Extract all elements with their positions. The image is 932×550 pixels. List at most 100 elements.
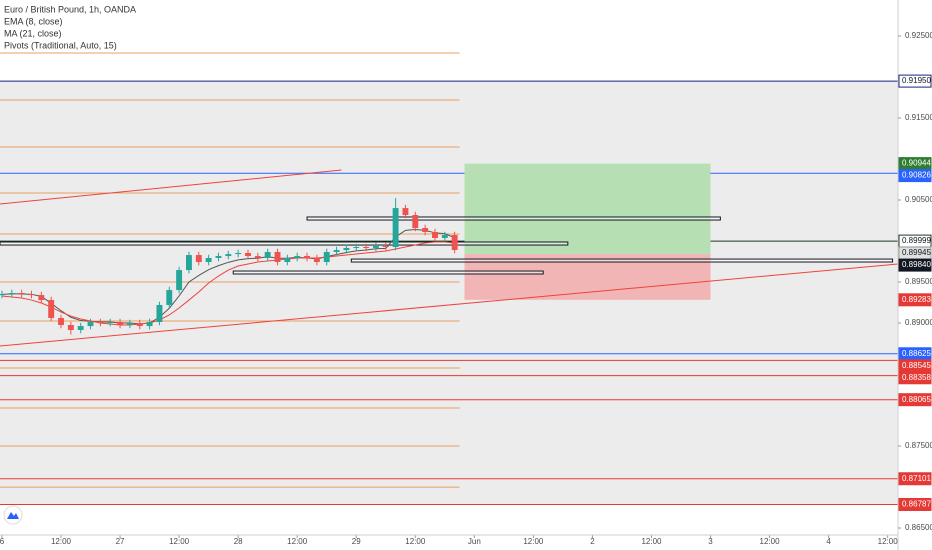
candle-body: [254, 256, 261, 258]
y-tick-label: 0.89000: [905, 318, 932, 327]
x-tick-label: 29: [352, 537, 361, 546]
tradingview-logo: [3, 505, 23, 525]
x-tick-label: 12:00: [760, 537, 781, 546]
x-tick-label: 3: [708, 537, 713, 546]
level-label: 0.91950: [902, 76, 931, 85]
candle-body: [48, 300, 55, 319]
y-tick-label: 0.91500: [905, 113, 932, 122]
x-tick-label: 12:00: [169, 537, 190, 546]
x-tick-label: 27: [116, 537, 125, 546]
level-label: 0.86787: [902, 500, 931, 509]
y-tick-label: 0.87500: [905, 441, 932, 450]
candle-body: [343, 247, 350, 251]
level-label: 0.90826: [902, 171, 931, 180]
level-label-box: [898, 293, 932, 307]
level-label: 0.90944: [902, 159, 931, 168]
candle-body: [313, 257, 320, 263]
candle-body: [215, 256, 222, 258]
candle-body: [176, 270, 183, 291]
level-label-box: [898, 393, 932, 407]
candle-body: [107, 322, 114, 324]
candle-body: [294, 256, 301, 258]
candle-body: [195, 255, 202, 263]
candle-body: [274, 252, 281, 263]
zone: [306, 216, 721, 221]
candle-body: [156, 304, 163, 323]
candle-body: [412, 215, 419, 228]
candle-body: [0, 293, 5, 296]
x-tick-label: 28: [234, 537, 243, 546]
chart-title: Euro / British Pound, 1h, OANDA: [4, 4, 136, 14]
level-label: 0.87101: [902, 474, 931, 483]
candle-body: [304, 256, 310, 258]
trendline: [0, 169, 342, 205]
price-axis: 0.92500 0.91500 0.90500 0.89500 0.89000 0.875…: [898, 31, 932, 532]
x-tick-label: 12:00: [405, 537, 426, 546]
x-tick-label: 12:00: [641, 537, 662, 546]
zone: [232, 270, 544, 275]
candle-body: [333, 250, 340, 253]
candle-body: [235, 252, 242, 255]
level-label-box: [898, 169, 932, 183]
candle-body: [8, 293, 15, 295]
candle-body: [225, 254, 232, 257]
level-label: 0.89945: [902, 248, 931, 257]
candle-body: [264, 252, 271, 258]
candle-body: [67, 324, 74, 330]
candle-body: [432, 231, 438, 238]
trendline: [0, 263, 899, 347]
candle-body: [284, 257, 291, 263]
candle-body: [136, 323, 143, 327]
y-tick-label: 0.89500: [905, 277, 932, 286]
x-tick-label: Jun: [468, 537, 481, 546]
x-tick-label: 12:00: [287, 537, 308, 546]
level-label-box: [898, 258, 932, 272]
level-band: [0, 81, 898, 505]
candle-body: [87, 322, 94, 327]
level-label-box: [898, 74, 932, 88]
candle-body: [422, 227, 429, 232]
indicator-line: [1, 229, 455, 325]
level-label-box: [898, 371, 932, 385]
plot-area: 6 12:00 27 12:00 28 12:00 29 12:00 Jun 12:00 2 12:0…: [0, 52, 899, 546]
candle-body: [441, 235, 448, 238]
x-tick-label: 6: [0, 537, 5, 546]
candle-body: [245, 252, 251, 257]
candle-body: [97, 322, 104, 324]
y-tick-label: 0.90500: [905, 195, 932, 204]
y-tick-label: 0.86500: [905, 523, 932, 532]
legend-entry: Pivots (Traditional, Auto, 15): [4, 40, 117, 50]
candle-body: [205, 257, 212, 263]
level-label: 0.88358: [902, 373, 931, 382]
level-label: 0.89999: [902, 236, 931, 245]
y-tick-label: 0.92500: [905, 31, 932, 40]
candle-body: [185, 255, 192, 271]
x-tick-label: 12:00: [523, 537, 544, 546]
candle-body: [372, 246, 379, 248]
indicator-line: [1, 241, 455, 326]
candle-body: [28, 293, 35, 296]
x-tick-label: 12:00: [878, 537, 899, 546]
zone: [350, 258, 894, 263]
candle-body: [402, 208, 409, 216]
level-label: 0.88065: [902, 395, 931, 404]
candle-body: [353, 246, 360, 248]
level-label-box: [898, 497, 932, 511]
candle-body: [382, 246, 389, 248]
candle-body: [18, 293, 25, 295]
zone: [0, 241, 569, 246]
candle-body: [38, 295, 45, 301]
legend-entry: MA (21, close): [4, 28, 62, 38]
legend-entry: EMA (8, close): [4, 16, 63, 26]
candle-body: [392, 208, 399, 247]
candle-body: [146, 322, 153, 327]
candle-body: [323, 252, 330, 263]
candle-body: [126, 323, 133, 325]
x-tick-label: 2: [590, 537, 595, 546]
level-label: 0.88625: [902, 349, 931, 358]
candle-body: [451, 235, 458, 251]
candle-body: [363, 246, 370, 248]
level-label: 0.89840: [902, 260, 931, 269]
x-tick-label: 12:00: [51, 537, 72, 546]
